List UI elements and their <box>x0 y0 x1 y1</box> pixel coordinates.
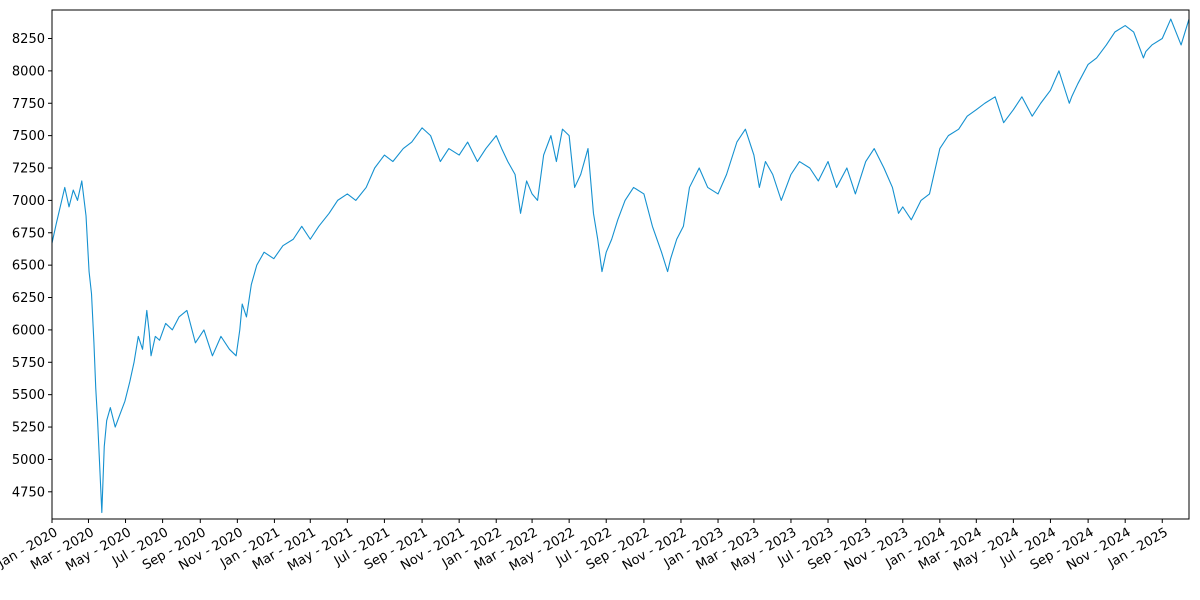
y-tick-label: 7000 <box>12 194 45 209</box>
axes-frame <box>51 9 1190 520</box>
y-tick-label: 7750 <box>12 97 45 112</box>
y-tick-label: 6750 <box>12 226 45 241</box>
y-tick-label: 6500 <box>12 259 45 274</box>
y-tick-label: 5750 <box>12 356 45 371</box>
y-tick-label: 8250 <box>12 32 45 47</box>
y-tick-label: 5250 <box>12 421 45 436</box>
y-tick-label: 6250 <box>12 291 45 306</box>
y-tick-label: 5500 <box>12 388 45 403</box>
plot-area <box>51 18 1190 514</box>
y-tick-label: 6000 <box>12 323 45 338</box>
y-tick-label: 7500 <box>12 129 45 144</box>
series-line <box>51 18 1190 514</box>
y-tick-label: 7250 <box>12 162 45 177</box>
y-tick-label: 8000 <box>12 64 45 79</box>
y-axis: 4750 5000 5250 5500 5750 6000 6250 6500 6750 7000… <box>12 32 52 500</box>
y-tick-label: 5000 <box>12 453 45 468</box>
y-tick-label: 4750 <box>12 485 45 500</box>
